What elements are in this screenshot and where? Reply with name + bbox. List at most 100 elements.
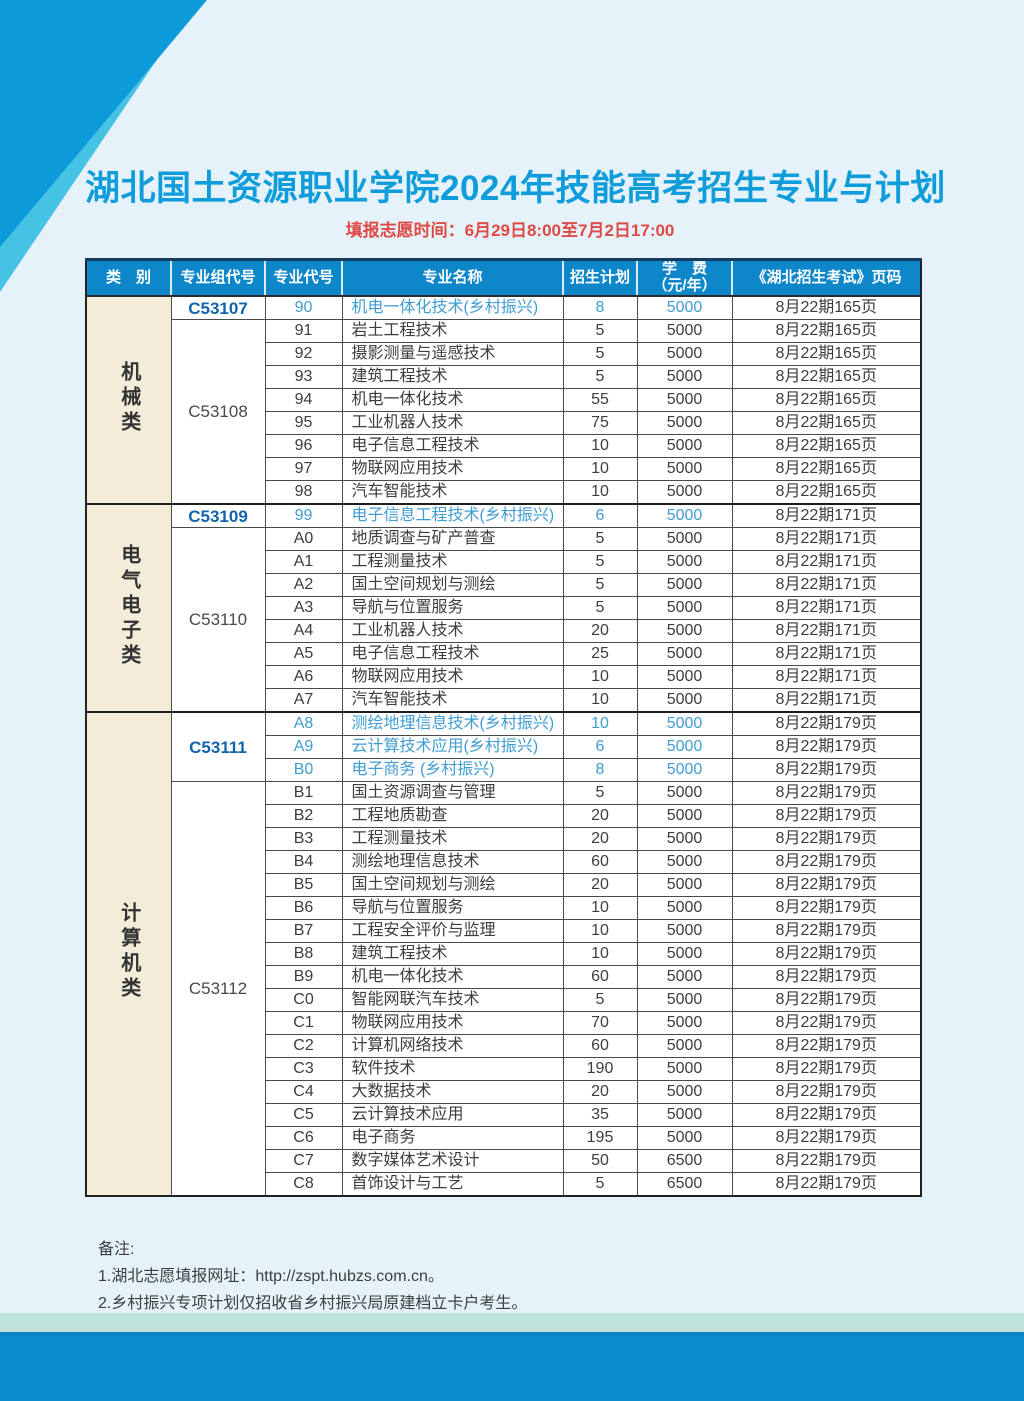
plan-cell: 5 — [562, 573, 638, 597]
major-name-cell: 工业机器人技术 — [341, 619, 564, 643]
major-code-cell: A3 — [264, 596, 343, 620]
enrollment-table: 类 别 专业组代号 专业代号 专业名称 招生计划 学 费 （元/年） 《湖北招生… — [85, 258, 922, 1197]
page-ref-cell: 8月22期171页 — [731, 665, 922, 689]
page-ref-cell: 8月22期179页 — [731, 711, 922, 736]
plan-cell: 190 — [562, 1057, 638, 1081]
table-row: 94 机电一体化技术 55 5000 8月22期165页 — [86, 388, 922, 412]
page-ref-cell: 8月22期179页 — [731, 873, 922, 897]
fee-cell: 5000 — [636, 804, 733, 828]
table-row: 98 汽车智能技术 10 5000 8月22期165页 — [86, 480, 922, 505]
major-code-cell: C3 — [264, 1057, 343, 1081]
table-row: 计算机类 C53111 A8 测绘地理信息技术(乡村振兴) 10 5000 8月22期179… — [85, 711, 922, 1197]
major-code-cell: C8 — [264, 1172, 343, 1197]
major-name-cell: 汽车智能技术 — [341, 688, 564, 713]
plan-cell: 5 — [562, 550, 638, 574]
table-row: C6 电子商务 195 5000 8月22期179页 — [86, 1126, 922, 1150]
page-ref-cell: 8月22期179页 — [731, 1034, 922, 1058]
plan-cell: 5 — [562, 342, 638, 366]
major-code-cell: B2 — [264, 804, 343, 828]
category-label: 机械类 — [117, 360, 140, 436]
plan-cell: 20 — [562, 827, 638, 851]
table-row: C8 首饰设计与工艺 5 6500 8月22期179页 — [86, 1172, 922, 1197]
category-label: 计算机类 — [117, 902, 140, 1002]
page-ref-cell: 8月22期179页 — [731, 1103, 922, 1127]
major-name-cell: 建筑工程技术 — [341, 942, 564, 966]
plan-cell: 10 — [562, 434, 638, 458]
major-name-cell: 机电一体化技术(乡村振兴) — [341, 295, 564, 320]
table-row: B0 电子商务 (乡村振兴) 8 5000 8月22期179页 — [86, 758, 922, 782]
page-ref-cell: 8月22期179页 — [731, 965, 922, 989]
page-ref-cell: 8月22期165页 — [731, 365, 922, 389]
major-name-cell: 云计算技术应用 — [341, 1103, 564, 1127]
page-ref-cell: 8月22期179页 — [731, 758, 922, 782]
page-ref-cell: 8月22期165页 — [731, 342, 922, 366]
fee-cell: 5000 — [636, 1057, 733, 1081]
table-row: C53110 A0 地质调查与矿产普查 5 5000 8月22期171页 — [86, 527, 922, 713]
plan-cell: 5 — [562, 319, 638, 343]
major-code-cell: 95 — [264, 411, 343, 435]
plan-cell: 8 — [562, 295, 638, 320]
plan-cell: 60 — [562, 850, 638, 874]
page-ref-cell: 8月22期179页 — [731, 1149, 922, 1173]
major-name-cell: 导航与位置服务 — [341, 896, 564, 920]
plan-cell: 60 — [562, 1034, 638, 1058]
header-fee: 学 费 （元/年） — [636, 258, 733, 297]
table-row: C5 云计算技术应用 35 5000 8月22期179页 — [86, 1103, 922, 1127]
major-code-cell: A8 — [264, 711, 343, 736]
major-name-cell: 汽车智能技术 — [341, 480, 564, 505]
page-ref-cell: 8月22期179页 — [731, 1057, 922, 1081]
plan-cell: 35 — [562, 1103, 638, 1127]
fee-cell: 5000 — [636, 550, 733, 574]
table-row: 机械类 C53107 90 机电一体化技术(乡村振兴) 8 5000 8月22期165页 — [85, 295, 922, 505]
fee-cell: 5000 — [636, 1080, 733, 1104]
table-row: C7 数字媒体艺术设计 50 6500 8月22期179页 — [86, 1149, 922, 1173]
major-name-cell: 物联网应用技术 — [341, 457, 564, 481]
table-row: C1 物联网应用技术 70 5000 8月22期179页 — [86, 1011, 922, 1035]
major-code-cell: 94 — [264, 388, 343, 412]
major-code-cell: 96 — [264, 434, 343, 458]
ribbon-cyan-shape — [0, 52, 162, 292]
plan-cell: 50 — [562, 1149, 638, 1173]
fee-cell: 5000 — [636, 735, 733, 759]
major-code-cell: B3 — [264, 827, 343, 851]
fee-cell: 5000 — [636, 919, 733, 943]
deadline-text: 填报志愿时间：6月29日8:00至7月2日17:00 — [345, 221, 675, 240]
corner-ribbon-decoration — [0, 0, 207, 292]
major-code-cell: A1 — [264, 550, 343, 574]
page-ref-cell: 8月22期179页 — [731, 735, 922, 759]
major-name-cell: 首饰设计与工艺 — [341, 1172, 564, 1197]
fee-cell: 5000 — [636, 596, 733, 620]
fee-cell: 6500 — [636, 1172, 733, 1197]
major-code-cell: 99 — [264, 503, 343, 528]
page-ref-cell: 8月22期165页 — [731, 411, 922, 435]
group-code-cell: C53111 — [170, 711, 266, 782]
major-code-cell: B8 — [264, 942, 343, 966]
major-name-cell: 物联网应用技术 — [341, 665, 564, 689]
plan-cell: 10 — [562, 457, 638, 481]
table-row: A7 汽车智能技术 10 5000 8月22期171页 — [86, 688, 922, 713]
table-row: B6 导航与位置服务 10 5000 8月22期179页 — [86, 896, 922, 920]
enrollment-table-wrapper: 类 别 专业组代号 专业代号 专业名称 招生计划 学 费 （元/年） 《湖北招生… — [85, 258, 922, 1197]
plan-cell: 5 — [562, 988, 638, 1012]
fee-cell: 5000 — [636, 942, 733, 966]
major-code-cell: B7 — [264, 919, 343, 943]
major-code-cell: C6 — [264, 1126, 343, 1150]
fee-cell: 5000 — [636, 295, 733, 320]
major-name-cell: 电子商务 — [341, 1126, 564, 1150]
table-row: B7 工程安全评价与监理 10 5000 8月22期179页 — [86, 919, 922, 943]
table-header-row: 类 别 专业组代号 专业代号 专业名称 招生计划 学 费 （元/年） 《湖北招生… — [85, 258, 922, 297]
page-ref-cell: 8月22期165页 — [731, 480, 922, 505]
page-ref-cell: 8月22期179页 — [731, 781, 922, 805]
table-row: B4 测绘地理信息技术 60 5000 8月22期179页 — [86, 850, 922, 874]
major-name-cell: 摄影测量与遥感技术 — [341, 342, 564, 366]
plan-cell: 60 — [562, 965, 638, 989]
plan-cell: 10 — [562, 942, 638, 966]
page-ref-cell: 8月22期179页 — [731, 1011, 922, 1035]
major-code-cell: B0 — [264, 758, 343, 782]
page-ref-cell: 8月22期171页 — [731, 688, 922, 713]
header-major-code: 专业代号 — [264, 258, 343, 297]
page-ref-cell: 8月22期165页 — [731, 319, 922, 343]
major-name-cell: 电子信息工程技术 — [341, 642, 564, 666]
major-code-cell: B5 — [264, 873, 343, 897]
notes-block: 备注: 1.湖北志愿填报网址：http://zspt.hubzs.com.cn。… — [98, 1236, 938, 1317]
